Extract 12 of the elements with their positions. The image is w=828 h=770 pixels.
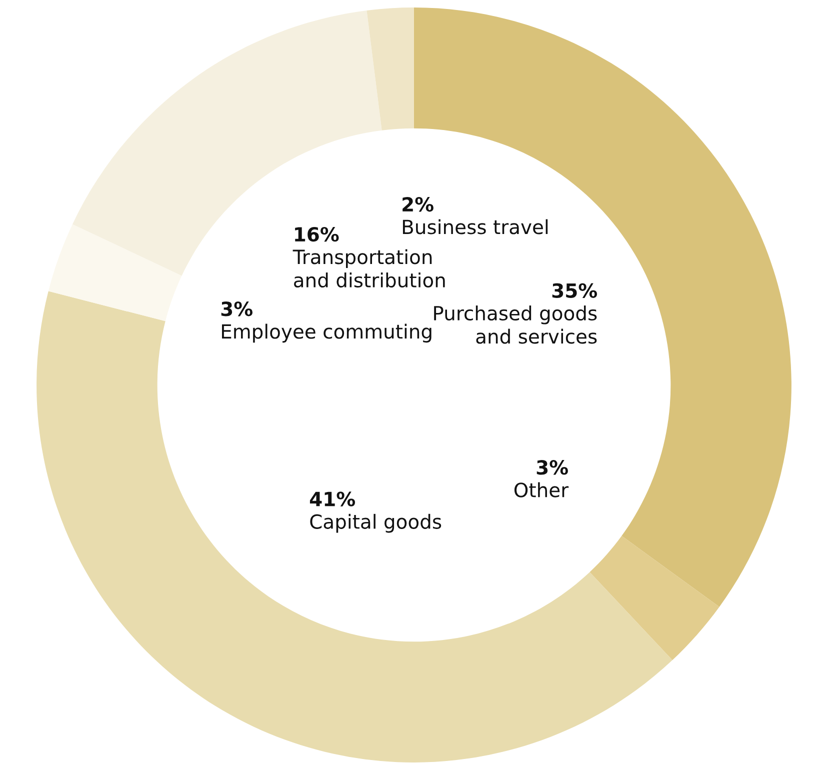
slice-label: Transportation and distribution: [292, 249, 445, 288]
data-label: 3%: [536, 460, 568, 475]
data-label: 16%: [295, 226, 339, 242]
slice-label: Business travel: [402, 219, 548, 234]
data-label: 2%: [402, 196, 434, 212]
slice-label: Other: [514, 482, 569, 498]
slice-label: Capital goods: [310, 514, 442, 533]
slice-label: Employee commuting: [222, 324, 432, 343]
data-label: 3%: [221, 302, 252, 316]
data-label: 35%: [552, 283, 598, 298]
data-label: 41%: [310, 492, 356, 506]
slice-label: Purchased goods and services: [434, 305, 597, 344]
